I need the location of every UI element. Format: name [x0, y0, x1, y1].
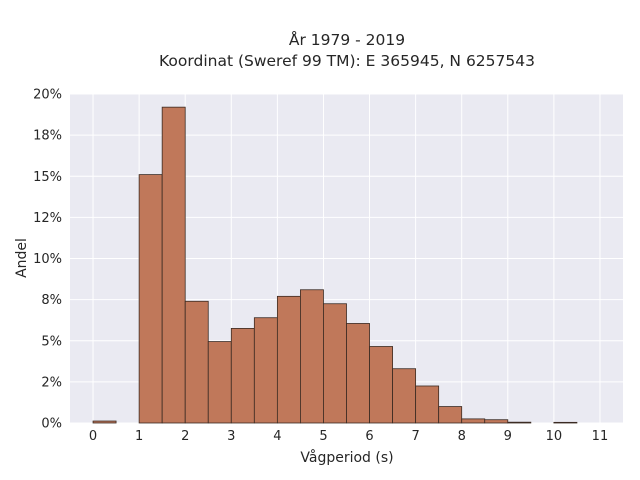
histogram-bar [415, 385, 440, 424]
x-tick-label: 9 [504, 429, 512, 444]
x-tick-label: 6 [365, 429, 373, 444]
x-tick-label: 5 [319, 429, 327, 444]
y-axis-label: Andel [14, 238, 30, 278]
histogram-bar [346, 323, 370, 424]
histogram-bar [369, 346, 393, 424]
y-tick-label: 5% [41, 334, 62, 349]
y-tick-label: 20% [33, 88, 62, 103]
histogram-bar [507, 421, 532, 424]
histogram-bar [392, 368, 417, 424]
x-tick-label: 1 [135, 429, 143, 444]
y-tick-label: 0% [41, 417, 62, 432]
histogram-bar [184, 300, 209, 424]
histogram-bar [553, 421, 578, 424]
y-tick-label: 15% [33, 170, 62, 185]
histogram-bar [138, 174, 163, 424]
y-tick-label: 2% [41, 375, 62, 390]
chart-title-line1: År 1979 - 2019 [289, 30, 405, 49]
y-tick-label: 8% [41, 293, 62, 308]
histogram-bar [161, 106, 186, 424]
histogram-bar [300, 289, 324, 424]
x-tick-labels: 0 1 2 3 4 5 6 7 8 9 10 11 [89, 429, 608, 444]
y-tick-label: 10% [33, 252, 62, 267]
x-tick-label: 2 [181, 429, 189, 444]
histogram-bar [230, 328, 255, 424]
y-tick-labels: 0% 2% 5% 8% 10% 12% 15% 18% 20% [33, 88, 62, 432]
histogram-bar [323, 303, 347, 424]
histogram-bar [92, 420, 117, 424]
histogram-bar [438, 406, 463, 424]
histogram-bar [253, 317, 278, 424]
x-tick-label: 11 [592, 429, 609, 444]
x-tick-label: 0 [89, 429, 97, 444]
x-tick-label: 7 [411, 429, 419, 444]
x-tick-label: 4 [273, 429, 281, 444]
bars [92, 106, 578, 424]
chart-title-line2: Koordinat (Sweref 99 TM): E 365945, N 62… [159, 52, 535, 70]
histogram-bar [484, 419, 509, 424]
histogram-bar [207, 341, 232, 424]
x-axis-label: Vågperiod (s) [300, 449, 393, 466]
histogram-bar [276, 295, 301, 424]
y-tick-label: 18% [33, 129, 62, 144]
histogram-bar [461, 418, 486, 424]
x-tick-label: 10 [546, 429, 563, 444]
x-tick-label: 8 [458, 429, 466, 444]
x-tick-label: 3 [227, 429, 235, 444]
y-tick-label: 12% [33, 211, 62, 226]
